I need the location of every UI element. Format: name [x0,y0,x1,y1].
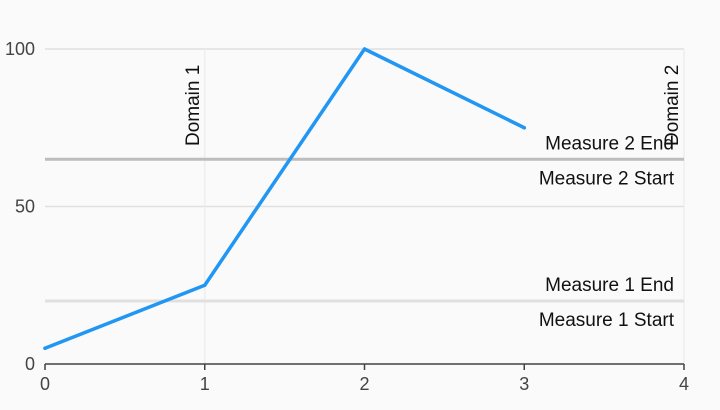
range-annotation-start-label: Measure 1 Start [539,310,675,331]
data-point [203,283,207,287]
x-tick-label: 2 [359,374,369,394]
range-annotation-layer [45,157,684,303]
range-annotation-start-label: Measure 2 Start [539,168,675,189]
domain-annotation-label: Domain 2 [662,65,683,146]
x-tick-label: 3 [519,374,529,394]
data-point [522,126,526,130]
x-tick-label: 1 [200,374,210,394]
label-layer: 0 50 100 Measure 1 End Measure 1 Start Measur… [5,39,689,394]
data-point [43,346,47,350]
y-tick-label: 0 [25,354,35,374]
x-tick-label: 0 [40,374,50,394]
axis-layer [44,363,685,370]
range-annotation-end-label: Measure 1 End [545,275,674,296]
series-layer [43,47,526,350]
grid-layer [45,48,685,364]
x-tick-label: 4 [679,374,689,394]
data-point [362,47,367,51]
y-tick-label: 100 [5,39,35,59]
series-line [43,47,526,350]
range-annotation-end-label: Measure 2 End [545,133,674,154]
y-tick-label: 50 [15,197,35,217]
domain-annotation-label: Domain 1 [183,65,204,146]
